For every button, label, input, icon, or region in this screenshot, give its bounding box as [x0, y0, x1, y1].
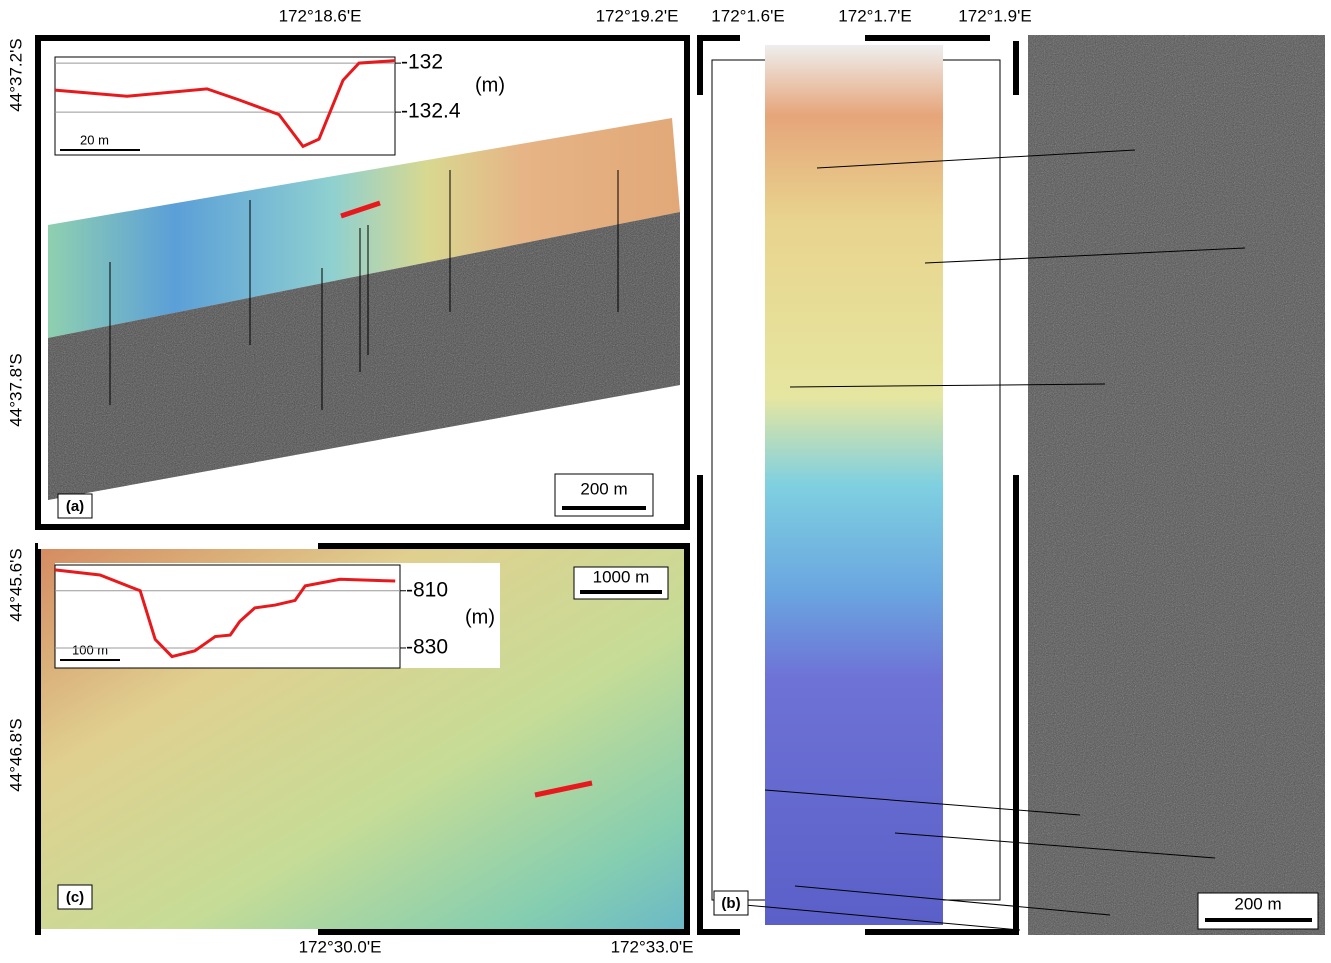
profile-box	[54, 56, 396, 156]
coord-label: 44°37.2'S	[6, 38, 25, 111]
coord-label: 172°1.9'E	[958, 6, 1031, 25]
coord-label: 172°1.7'E	[838, 6, 911, 25]
profile-scale: 20 m	[80, 132, 109, 147]
coord-label: 172°18.6'E	[279, 6, 362, 25]
y-tick-label: -810	[406, 578, 448, 601]
panel-label: (b)	[721, 895, 740, 912]
scale-bar: 1000 m	[593, 567, 650, 586]
profile-scale: 100 m	[72, 642, 108, 657]
bathymetry-strip	[48, 118, 680, 338]
panel-b: 200 m (b)	[697, 35, 1325, 935]
panel-label: (c)	[66, 889, 84, 906]
y-tick-label: -132.4	[401, 100, 461, 123]
profile-unit: (m)	[465, 606, 495, 628]
profile-line	[54, 59, 396, 149]
coord-label: 172°30.0'E	[299, 937, 382, 956]
panel-c: 100 m (m) 1000 m (c) -810 -830	[35, 543, 690, 935]
bathymetry-strip	[765, 45, 943, 925]
scale-bar: 200 m	[580, 479, 627, 498]
profile-unit: (m)	[475, 74, 505, 96]
coord-label: 44°37.8'S	[6, 353, 25, 426]
scale-bar: 200 m	[1234, 894, 1281, 913]
coord-label: 44°45.6'S	[6, 548, 25, 621]
coord-label: 172°33.0'E	[611, 937, 694, 956]
profile-line	[54, 568, 396, 659]
coord-label: 172°1.6'E	[711, 6, 784, 25]
y-tick-label: -830	[406, 636, 448, 659]
coord-label: 172°19.2'E	[596, 6, 679, 25]
panel-label: (a)	[66, 498, 84, 515]
profile-box	[54, 564, 401, 669]
panel-a: 20 m (m) 200 m (a) -132 -132.4	[35, 35, 690, 530]
y-tick-label: -132	[401, 51, 443, 74]
coord-label: 44°46.8'S	[6, 718, 25, 791]
